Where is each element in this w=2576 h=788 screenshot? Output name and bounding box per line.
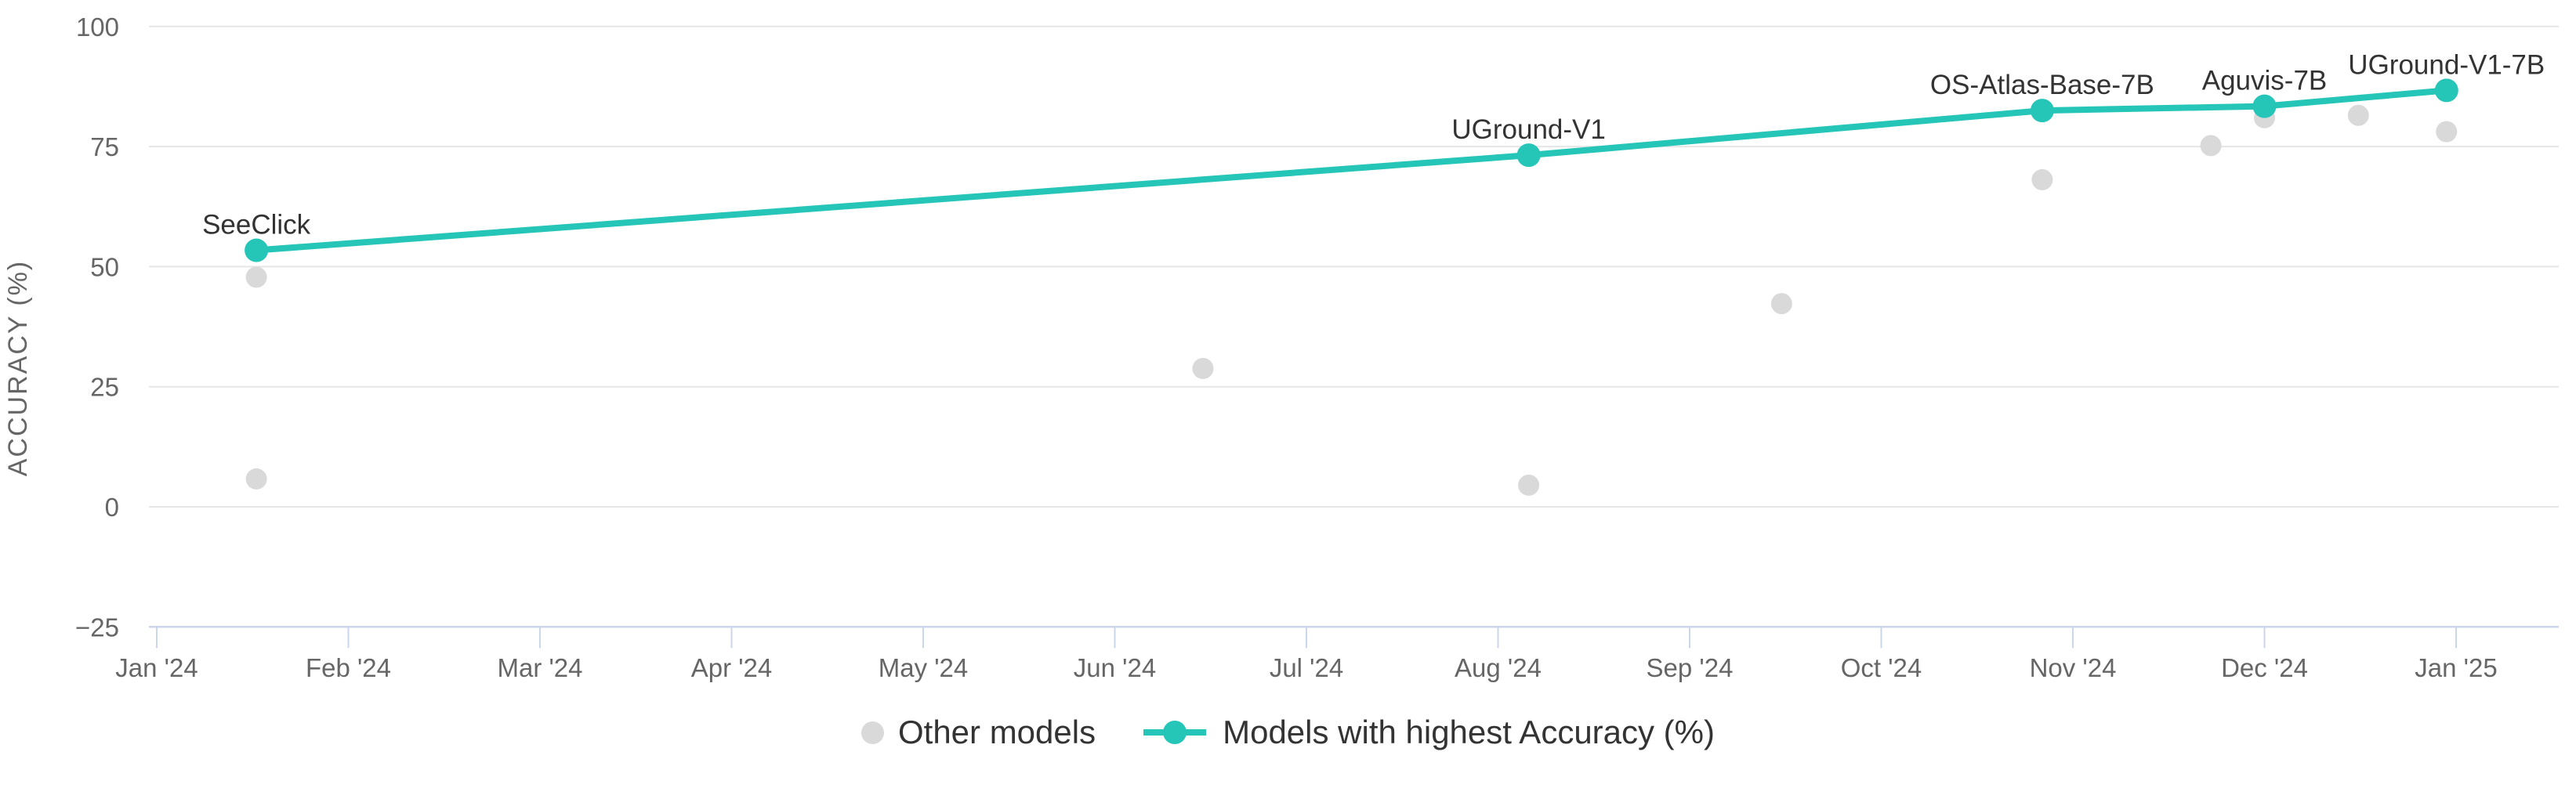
scatter-point-other-model-9[interactable] [2436,121,2458,143]
line-point-seeclick[interactable] [245,238,269,262]
x-tick-label-12: Jan '25 [2415,653,2497,682]
y-axis-title: ACCURACY (%) [3,260,33,477]
point-label-uground-v1-7b: UGround-V1-7B [2348,49,2545,80]
point-label-uground-v1: UGround-V1 [1451,114,1605,145]
scatter-point-other-model-1[interactable] [245,468,267,490]
y-tick-label-50: 50 [90,252,119,281]
point-label-seeclick: SeeClick [202,210,311,240]
scatter-point-other-model-4[interactable] [1770,293,1792,315]
legend: Other models Models with highest Accurac… [0,703,2576,761]
x-tick-label-11: Dec '24 [2221,653,2308,682]
legend-label-other-models: Other models [897,714,1096,750]
point-label-aguvis-7b: Aguvis-7B [2202,66,2328,96]
line-legend-marker-icon [1143,721,1207,744]
legend-label-highest-accuracy: Models with highest Accuracy (%) [1223,714,1716,750]
legend-item-other-models[interactable]: Other models [860,714,1096,750]
line-point-aguvis-7b[interactable] [2252,94,2277,118]
point-label-os-atlas-base-7b: OS-Atlas-Base-7B [1930,70,2154,100]
x-tick-label-9: Oct '24 [1841,653,1922,682]
line-point-os-atlas-base-7b[interactable] [2030,99,2054,123]
y-tick-label-75: 75 [90,132,119,161]
x-tick-label-4: May '24 [879,653,969,682]
x-tick-label-5: Jun '24 [1074,653,1156,682]
x-tick-label-2: Mar '24 [497,653,582,682]
line-point-uground-v1[interactable] [1516,143,1541,168]
x-tick-label-8: Sep '24 [1647,653,1734,682]
scatter-point-other-model-2[interactable] [1192,357,1214,379]
y-tick-label--25: −25 [75,613,119,642]
scatter-point-other-model-5[interactable] [2031,168,2053,190]
x-tick-label-6: Jul '24 [1270,653,1343,682]
highest-accuracy-line [253,87,2450,254]
y-tick-label-100: 100 [76,13,119,42]
x-tick-label-0: Jan '24 [115,653,197,682]
x-tick-label-3: Apr '24 [691,653,773,682]
scatter-legend-marker-icon [860,721,884,744]
legend-item-highest-accuracy[interactable]: Models with highest Accuracy (%) [1141,716,1715,749]
x-tick-label-10: Nov '24 [2030,653,2117,682]
scatter-point-other-model-3[interactable] [1518,474,1540,496]
y-tick-label-25: 25 [90,373,119,402]
x-tick-label-1: Feb '24 [306,653,391,682]
scatter-point-other-model-0[interactable] [245,266,267,288]
x-tick-label-7: Aug '24 [1455,653,1542,682]
y-tick-label-0: 0 [105,493,119,522]
scatter-point-other-model-6[interactable] [2200,135,2222,157]
line-point-uground-v1-7b[interactable] [2434,78,2458,103]
scatter-point-other-model-8[interactable] [2347,104,2369,126]
